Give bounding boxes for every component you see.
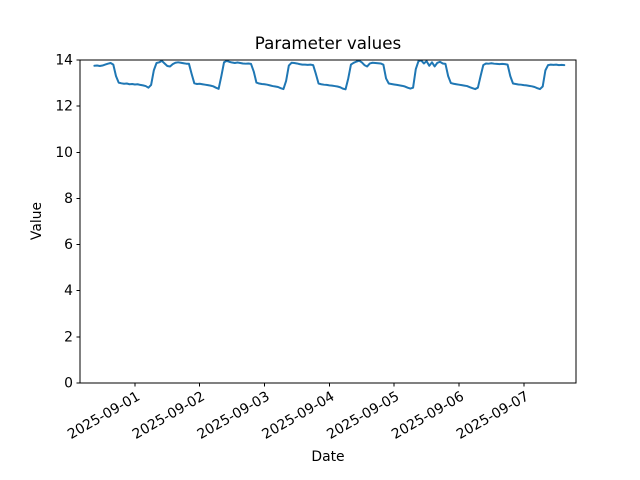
plot-spines bbox=[79, 59, 577, 384]
y-tick-label: 6 bbox=[64, 237, 73, 253]
x-tick-label: 2025-09-04 bbox=[259, 389, 337, 443]
y-tick-label: 14 bbox=[55, 53, 73, 69]
x-axis-label: Date bbox=[311, 449, 345, 465]
y-tick-label: 0 bbox=[64, 376, 73, 392]
y-tick-label: 12 bbox=[55, 99, 73, 115]
x-tick-label: 2025-09-06 bbox=[389, 389, 467, 443]
y-tick-label: 8 bbox=[64, 191, 73, 207]
data-line bbox=[93, 59, 566, 91]
x-tick-label: 2025-09-02 bbox=[130, 389, 208, 443]
chart-title: Parameter values bbox=[254, 33, 402, 53]
y-tick-label: 4 bbox=[64, 283, 73, 299]
x-tick-label: 2025-09-01 bbox=[65, 389, 143, 443]
x-tick-label: 2025-09-05 bbox=[324, 389, 402, 443]
x-tick-label: 2025-09-03 bbox=[195, 389, 273, 443]
y-tick-label: 10 bbox=[55, 145, 73, 161]
x-tick-label: 2025-09-07 bbox=[454, 389, 532, 443]
y-tick-label: 2 bbox=[64, 329, 73, 345]
